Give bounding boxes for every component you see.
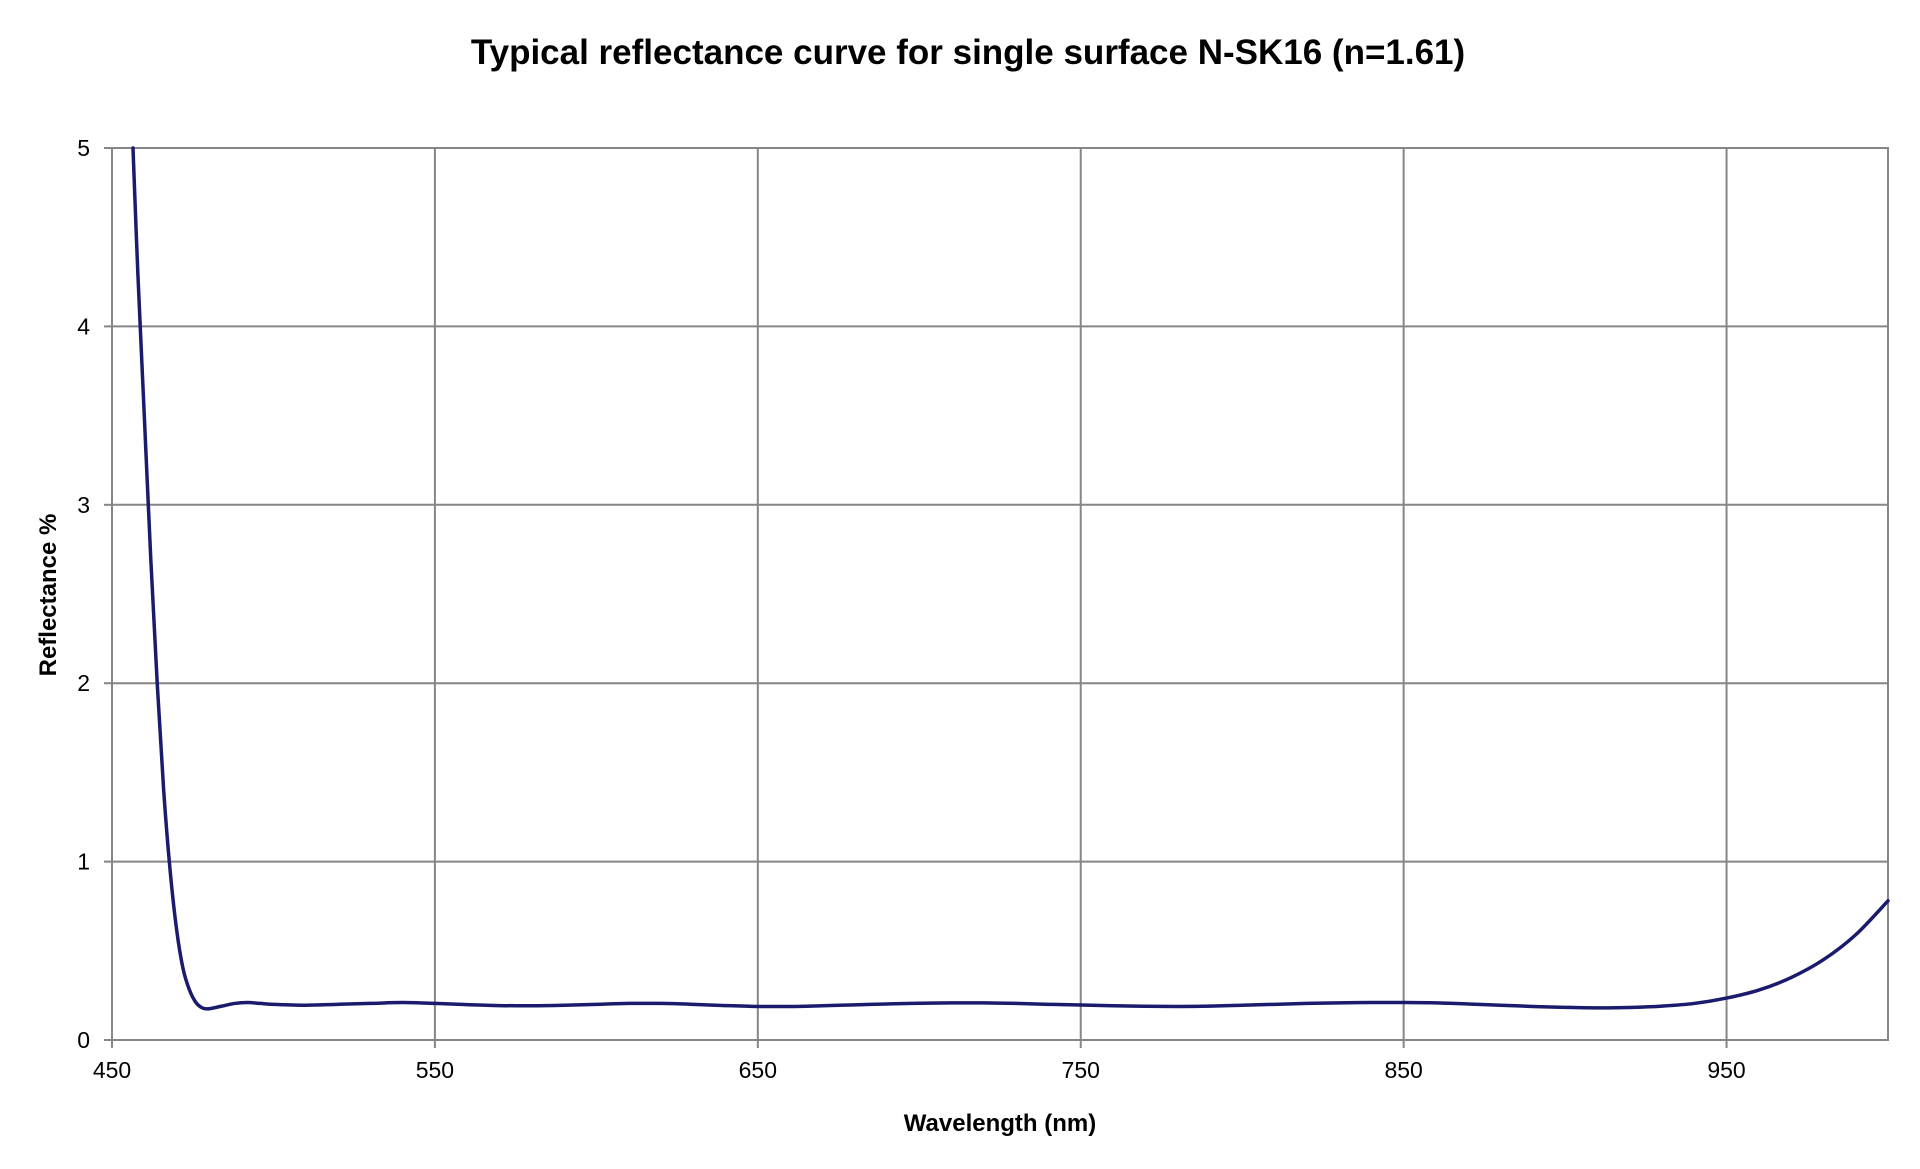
y-tick-label: 1 <box>77 849 90 875</box>
x-tick-label: 750 <box>1062 1057 1100 1083</box>
x-tick-label: 650 <box>739 1057 777 1083</box>
grid <box>112 147 1888 1040</box>
y-tick-label: 4 <box>77 313 90 339</box>
y-tick-label: 3 <box>77 492 90 518</box>
reflectance-series-line <box>131 146 1890 1011</box>
x-tick-label: 850 <box>1384 1057 1422 1083</box>
x-axis-label: Wavelength (nm) <box>904 1110 1096 1137</box>
axes <box>104 147 1728 1048</box>
tick-labels: 450 550 650 750 850 950 0 1 2 3 4 5 <box>77 135 1746 1083</box>
y-tick-label: 2 <box>77 670 90 696</box>
x-tick-label: 450 <box>93 1057 131 1083</box>
y-tick-label: 0 <box>77 1027 90 1053</box>
plot-area-frame <box>111 147 1889 1041</box>
x-tick-label: 550 <box>416 1057 454 1083</box>
y-tick-label: 5 <box>77 135 90 161</box>
x-tick-label: 950 <box>1707 1057 1745 1083</box>
series-layer <box>131 146 1890 1011</box>
y-axis-label: Reflectance % <box>35 514 62 677</box>
chart-title: Typical reflectance curve for single sur… <box>471 33 1465 72</box>
